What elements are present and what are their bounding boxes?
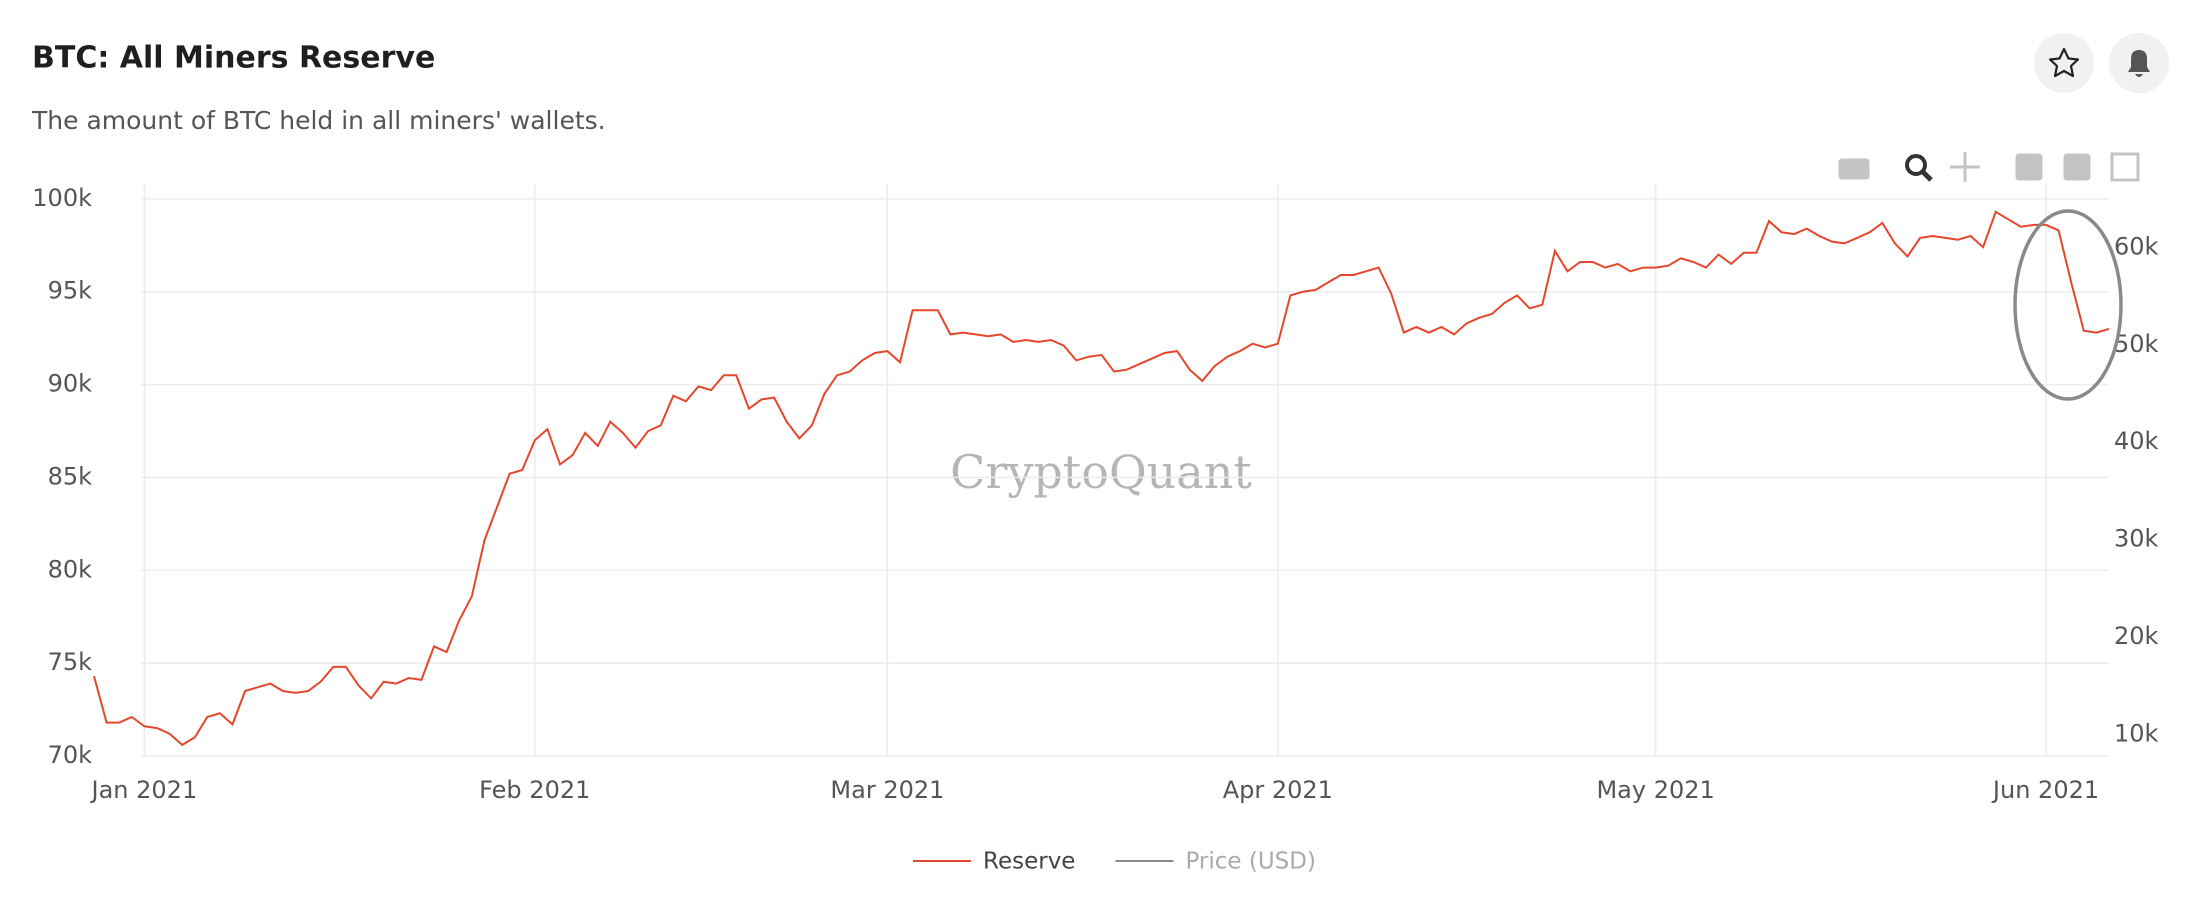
plot-area: 70k 75k 80k 85k 90k 95k 100k 10k 20k 30k 40k 50k 60k… bbox=[32, 184, 2158, 804]
y-tick-label: 80k bbox=[48, 555, 93, 583]
legend-label: Reserve bbox=[983, 849, 1075, 875]
chart-title: BTC: All Miners Reserve bbox=[32, 41, 435, 76]
chart-subtitle: The amount of BTC held in all miners' wa… bbox=[31, 106, 606, 135]
zoom-icon-handle[interactable] bbox=[1920, 169, 1933, 182]
watermark: CryptoQuant bbox=[950, 445, 1252, 499]
line-series bbox=[93, 210, 2110, 747]
y-tick-label: 85k bbox=[48, 462, 93, 490]
favorite-button[interactable] bbox=[2034, 33, 2094, 93]
star-icon[interactable] bbox=[2048, 47, 2080, 78]
x-tick-label: Apr 2021 bbox=[1223, 776, 1333, 804]
y-tick-label: 75k bbox=[48, 648, 93, 676]
x-tick-label: Jan 2021 bbox=[90, 776, 198, 804]
x-tick-label: May 2021 bbox=[1596, 776, 1714, 804]
x-tick-label: Feb 2021 bbox=[479, 776, 590, 804]
y2-tick-label: 50k bbox=[2114, 330, 2159, 358]
y-tick-label: 95k bbox=[48, 277, 93, 305]
y-tick-label: 90k bbox=[48, 370, 93, 398]
camera-icon[interactable] bbox=[1838, 158, 1870, 180]
y2-tick-label: 30k bbox=[2114, 525, 2159, 553]
x-tick-label: Jun 2021 bbox=[1991, 776, 2099, 804]
zoom-icon[interactable] bbox=[1905, 154, 1927, 176]
autoscale-icon[interactable] bbox=[2110, 152, 2140, 182]
toolbar bbox=[1838, 152, 2140, 182]
pan-icon[interactable] bbox=[1950, 152, 1980, 182]
button-bg[interactable] bbox=[2034, 33, 2094, 93]
y-tick-label: 70k bbox=[48, 741, 93, 769]
y2-tick-label: 40k bbox=[2114, 427, 2159, 455]
highlight-annotation bbox=[2013, 209, 2123, 401]
y2-tick-label: 60k bbox=[2114, 232, 2159, 260]
legend-label: Price (USD) bbox=[1185, 849, 1316, 875]
y-tick-label: 100k bbox=[32, 184, 92, 212]
zoom-out-icon[interactable] bbox=[2063, 153, 2091, 181]
zoom-in-icon[interactable] bbox=[2015, 153, 2043, 181]
y2-tick-label: 10k bbox=[2114, 720, 2159, 748]
alert-button[interactable] bbox=[2109, 33, 2169, 93]
bell-icon[interactable] bbox=[2128, 50, 2150, 77]
y2-tick-label: 20k bbox=[2114, 622, 2159, 650]
x-tick-label: Mar 2021 bbox=[830, 776, 944, 804]
